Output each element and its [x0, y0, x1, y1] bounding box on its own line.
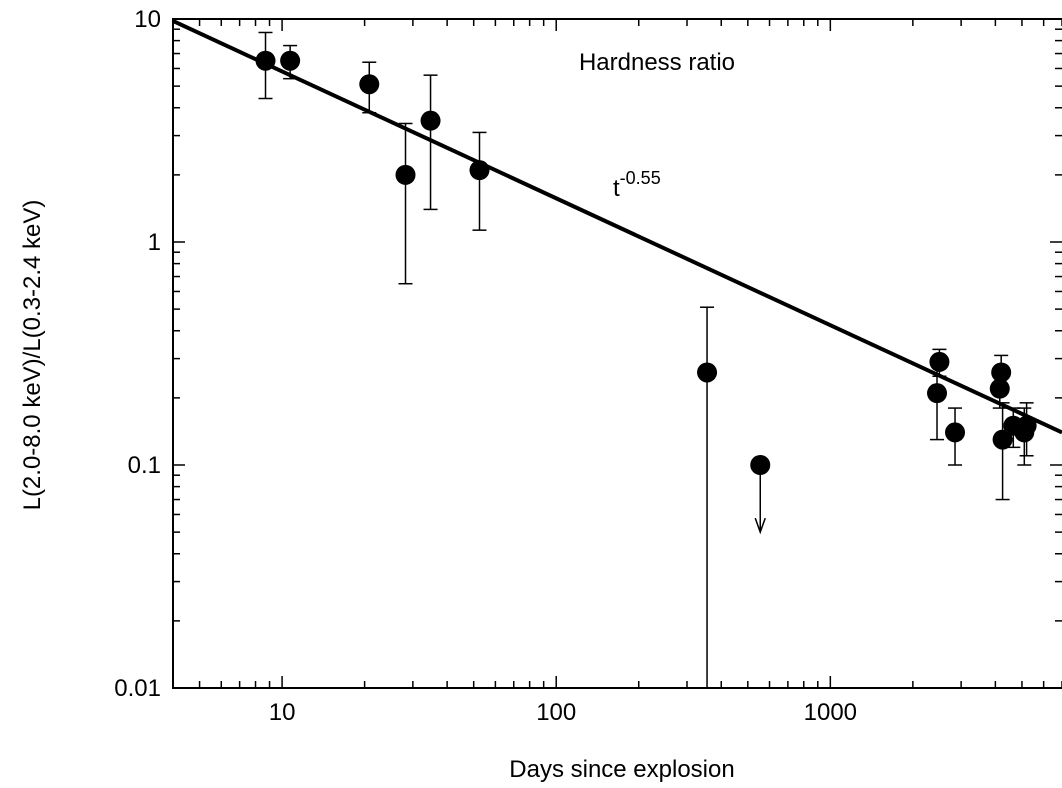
tick-layer: 10 100 1000 0.01 0.1 1 10	[114, 6, 1062, 726]
fit-layer	[172, 19, 1062, 435]
data-point	[992, 429, 1013, 450]
errorbar-layer	[258, 31, 1034, 688]
x-tick-label: 10	[269, 699, 296, 726]
data-point	[395, 164, 416, 185]
plot-frame	[172, 18, 1062, 689]
data-point	[359, 74, 380, 95]
x-tick-label: 100	[536, 699, 576, 726]
data-point	[991, 362, 1012, 383]
fit-label-base: t	[613, 175, 620, 202]
data-point	[927, 383, 948, 404]
plot-border	[172, 18, 1062, 689]
data-point	[469, 160, 490, 181]
y-tick-label: 10	[134, 6, 161, 33]
data-point	[1014, 422, 1035, 443]
fit-label-exponent: -0.55	[620, 168, 661, 188]
hardness-ratio-annotation: Hardness ratio	[579, 49, 735, 76]
x-axis-title: Days since explosion	[509, 756, 734, 783]
point-layer	[255, 50, 1037, 475]
data-point	[929, 351, 950, 372]
data-point	[945, 422, 966, 443]
y-tick-label: 0.01	[114, 675, 161, 702]
data-point	[697, 362, 718, 383]
x-tick-label: 1000	[804, 699, 857, 726]
data-point	[989, 378, 1010, 399]
upper-limit-arrow-head	[754, 517, 766, 535]
y-axis-title: L(2.0-8.0 keV)/L(0.3-2.4 keV)	[19, 200, 46, 511]
y-tick-label: 0.1	[128, 452, 161, 479]
upper-limit-point	[750, 455, 771, 475]
data-point	[255, 50, 276, 71]
data-point	[280, 50, 301, 71]
data-point	[420, 110, 441, 131]
fit-line	[172, 19, 1062, 435]
y-tick-label: 1	[148, 229, 161, 256]
fit-line-label: t-0.55	[613, 168, 661, 202]
